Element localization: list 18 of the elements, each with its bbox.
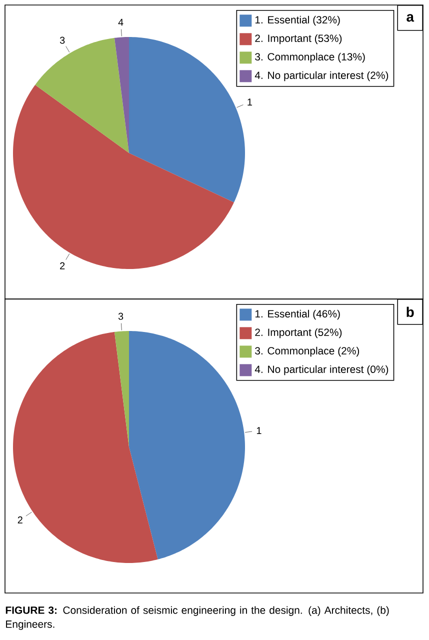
legend-label: 1. Essential (32%)	[255, 16, 340, 26]
text: 3	[118, 312, 124, 320]
legend-label: 3. Commonplace (2%)	[255, 346, 360, 357]
text: 2	[18, 516, 22, 524]
text: 4	[118, 18, 124, 26]
legend-label: 4. No particular interest (0%)	[254, 365, 388, 376]
legend-label: 2. Important (53%)	[255, 34, 342, 44]
legend-label: 3. Commonplace (13%)	[255, 52, 365, 63]
chart-title: a	[406, 14, 414, 22]
chart-title: b	[406, 306, 414, 318]
text: 1	[248, 98, 252, 106]
legend-label: 4. No particular interest (2%)	[254, 71, 388, 82]
text: 3	[60, 36, 65, 44]
text: 2	[60, 262, 65, 270]
text: FIGURE 3: Consideration of seismic engineering in the design. (a) Architects, (b) Engineers.	[6, 606, 389, 630]
text: 1	[256, 427, 262, 434]
legend-label: 2. Important (52%)	[255, 328, 342, 338]
legend-label: 1. Essential (46%)	[255, 310, 340, 320]
